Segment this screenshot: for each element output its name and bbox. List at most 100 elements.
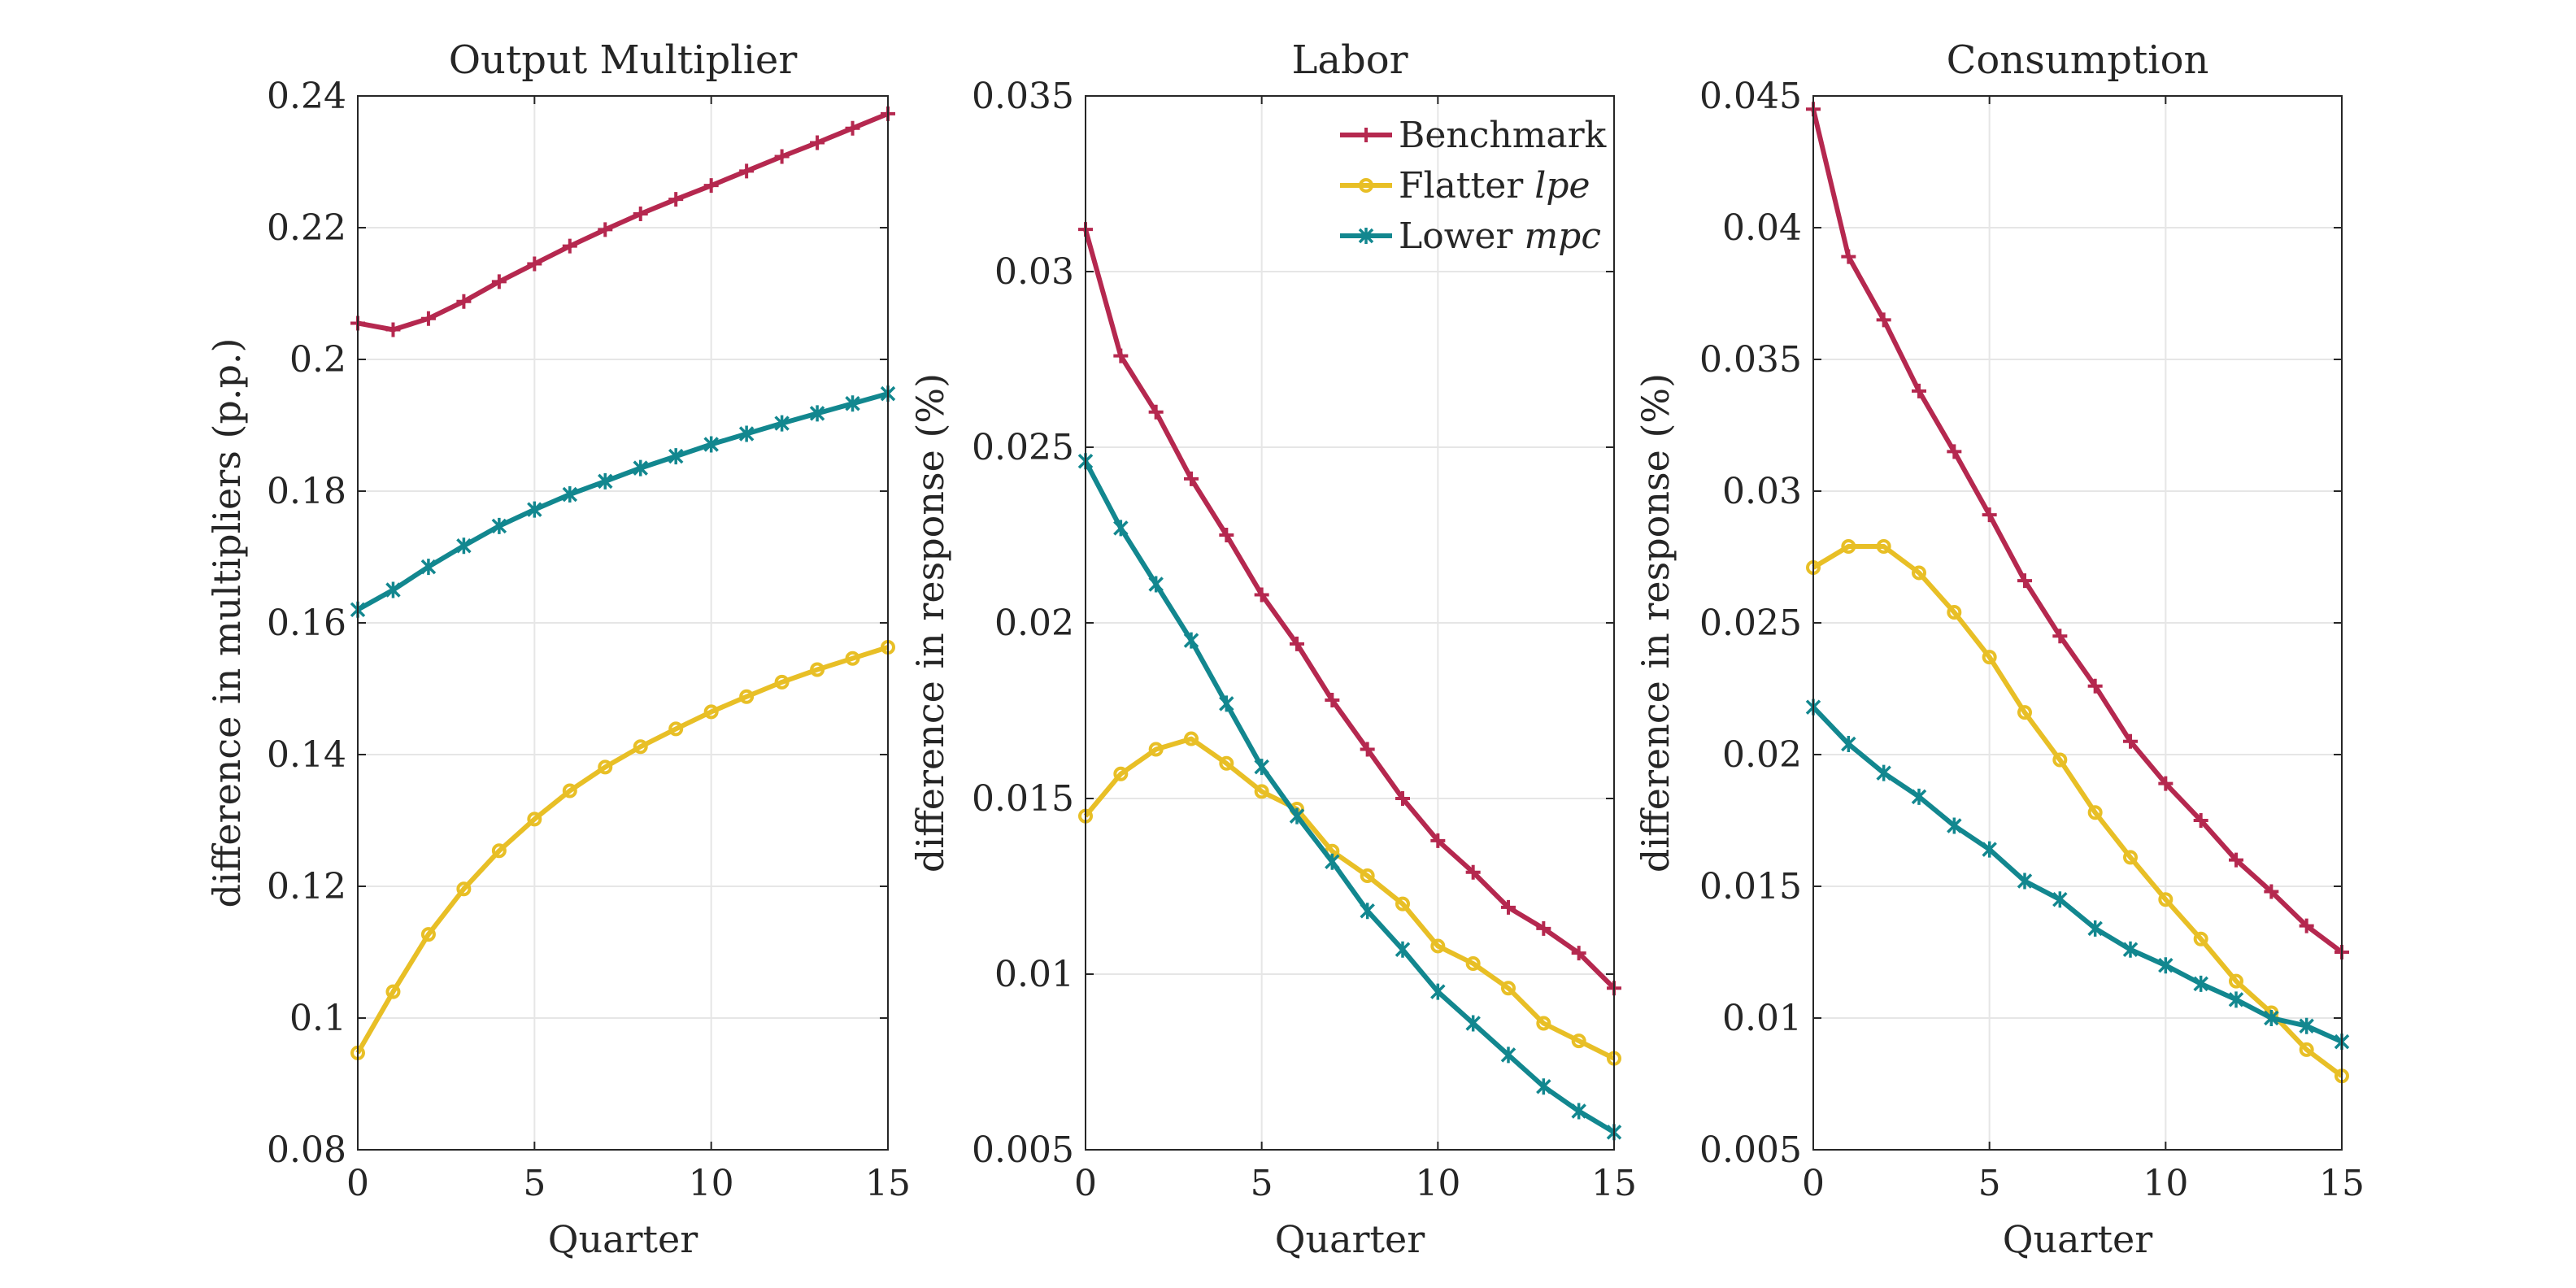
data-point bbox=[562, 783, 577, 798]
data-point bbox=[1982, 507, 1997, 523]
data-point bbox=[491, 274, 507, 289]
data-point bbox=[1254, 759, 1269, 776]
x-tick-label: 10 bbox=[689, 1163, 734, 1204]
y-tick-label: 0.08 bbox=[267, 1129, 346, 1171]
data-point bbox=[1183, 632, 1199, 649]
data-point bbox=[1571, 946, 1586, 961]
data-point bbox=[1395, 941, 1411, 958]
data-point bbox=[1982, 650, 1997, 665]
y-tick-label: 0.1 bbox=[289, 998, 346, 1039]
data-point bbox=[810, 662, 825, 677]
legend-label: Flatter lpe bbox=[1399, 165, 1590, 207]
y-tick-label: 0.24 bbox=[267, 76, 346, 117]
series-benchmark bbox=[1806, 102, 2349, 959]
data-point bbox=[1841, 539, 1856, 555]
data-point bbox=[2087, 805, 2103, 820]
data-point bbox=[2299, 1017, 2314, 1034]
data-point bbox=[2228, 991, 2244, 1008]
data-point bbox=[456, 537, 472, 555]
data-point bbox=[2052, 629, 2068, 644]
data-point bbox=[527, 501, 542, 518]
data-point bbox=[633, 206, 648, 221]
series-line-benchmark bbox=[1083, 228, 1617, 990]
data-point bbox=[845, 651, 860, 666]
data-point bbox=[1465, 1015, 1481, 1032]
panel-3: 0.005 0.01 0.015 0.02 0.025 0.03 0.035 0.04 0.04… bbox=[1634, 37, 2365, 1261]
data-point bbox=[1982, 841, 1997, 858]
data-point bbox=[2193, 813, 2208, 828]
data-point bbox=[1184, 471, 1199, 486]
data-point bbox=[1290, 636, 1304, 651]
series-flatter_lpe bbox=[350, 639, 895, 1060]
y-tick-label: 0.03 bbox=[994, 251, 1074, 293]
data-point bbox=[1360, 868, 1375, 884]
data-point bbox=[2158, 892, 2174, 907]
data-point bbox=[1912, 383, 1926, 398]
data-point bbox=[2264, 884, 2279, 899]
legend-item-lower_mpc: Lower mpc bbox=[1340, 215, 1601, 257]
data-point bbox=[1876, 764, 1891, 781]
data-point bbox=[809, 405, 825, 422]
data-point bbox=[703, 704, 719, 720]
data-point bbox=[420, 311, 436, 326]
data-point bbox=[1536, 1078, 1551, 1095]
series-line-flatter_lpe bbox=[355, 645, 889, 1055]
data-point bbox=[420, 559, 437, 576]
data-point bbox=[1947, 817, 1962, 834]
data-point bbox=[1148, 742, 1164, 757]
data-point bbox=[385, 581, 401, 598]
data-point bbox=[420, 927, 436, 942]
y-tick-label: 0.14 bbox=[267, 734, 346, 776]
data-point bbox=[2299, 1042, 2314, 1057]
y-tick-label: 0.02 bbox=[1722, 734, 1802, 776]
x-axis-label: Quarter bbox=[2003, 1217, 2152, 1261]
legend-label: Benchmark bbox=[1399, 115, 1607, 156]
data-point bbox=[739, 689, 755, 704]
data-point bbox=[562, 486, 578, 503]
data-point bbox=[1430, 938, 1446, 954]
y-tick-label: 0.035 bbox=[1699, 339, 1802, 381]
y-tick-label: 0.04 bbox=[1722, 207, 1802, 249]
data-point bbox=[1325, 693, 1340, 708]
data-point bbox=[738, 425, 755, 442]
data-point bbox=[385, 322, 401, 337]
data-point bbox=[2017, 573, 2032, 589]
data-point bbox=[668, 448, 684, 465]
data-point bbox=[2158, 957, 2174, 974]
data-point bbox=[668, 721, 684, 737]
data-point bbox=[1947, 444, 1962, 459]
y-tick-label: 0.02 bbox=[994, 603, 1074, 644]
data-point bbox=[562, 238, 577, 254]
data-point bbox=[491, 843, 507, 859]
y-tick-label: 0.12 bbox=[267, 866, 346, 907]
y-tick-label: 0.18 bbox=[267, 471, 346, 512]
x-tick-label: 0 bbox=[1074, 1163, 1097, 1204]
data-point bbox=[703, 178, 719, 194]
data-point bbox=[1947, 605, 1962, 620]
data-point bbox=[2229, 852, 2243, 868]
x-tick-label: 15 bbox=[1591, 1163, 1637, 1204]
series-line-flatter_lpe bbox=[1812, 544, 2343, 1078]
y-tick-label: 0.005 bbox=[1699, 1129, 1802, 1171]
y-tick-label: 0.025 bbox=[1699, 603, 1802, 644]
data-point bbox=[2017, 705, 2032, 720]
y-tick-label: 0.2 bbox=[289, 339, 346, 381]
data-point bbox=[1536, 920, 1551, 936]
legend-item-benchmark: Benchmark bbox=[1340, 115, 1607, 156]
data-point bbox=[1360, 742, 1375, 757]
data-point bbox=[1500, 1046, 1516, 1064]
series-line-benchmark bbox=[357, 111, 890, 333]
data-point bbox=[1113, 348, 1129, 363]
data-point bbox=[527, 812, 542, 827]
data-point bbox=[1254, 587, 1269, 603]
x-tick-label: 5 bbox=[1251, 1163, 1273, 1204]
data-point bbox=[1184, 731, 1199, 746]
data-point bbox=[1501, 981, 1516, 996]
data-point bbox=[2229, 973, 2243, 989]
data-point bbox=[456, 881, 472, 897]
data-point bbox=[2122, 941, 2139, 958]
legend-label: Lower mpc bbox=[1399, 215, 1601, 257]
data-point bbox=[1289, 807, 1305, 825]
data-point bbox=[2193, 931, 2208, 946]
chart-title: Consumption bbox=[1947, 37, 2209, 83]
